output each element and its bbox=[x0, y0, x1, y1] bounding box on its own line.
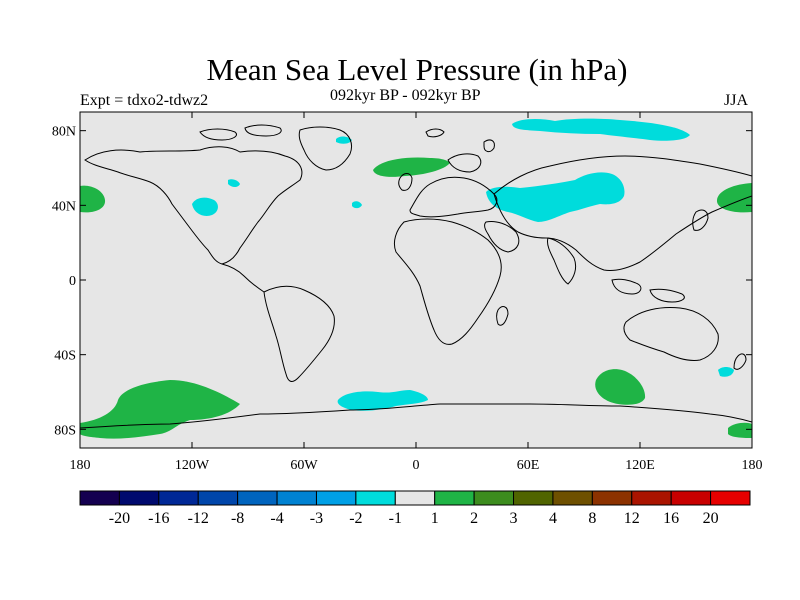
south-pacific-positive bbox=[80, 380, 240, 439]
north-pacific-high-east bbox=[716, 183, 752, 213]
colorbar-box bbox=[631, 490, 672, 506]
arctic-negative bbox=[512, 118, 690, 141]
longitude-axis: 180 120W 60W 0 60E 120E 180 bbox=[70, 112, 763, 473]
north-atlantic-positive bbox=[373, 157, 450, 177]
colorbar: -20 -16 -12 -8 -4 -3 -2 -1 1 2 3 4 8 12 16 20 bbox=[79, 490, 751, 527]
colorbar-box bbox=[276, 490, 317, 506]
latitude-axis: 80N 40N 0 40S 80S bbox=[52, 125, 752, 438]
north-america-negative bbox=[192, 197, 218, 216]
lon-tick-label: 180 bbox=[70, 458, 91, 473]
colorbar-box bbox=[355, 490, 396, 506]
colorbar-label: -4 bbox=[270, 510, 283, 527]
colorbar-box bbox=[473, 490, 515, 506]
north-pacific-high-west bbox=[80, 185, 106, 213]
lon-tick-label: 120E bbox=[625, 458, 655, 473]
colorbar-label: 2 bbox=[470, 510, 478, 527]
colorbar-label: 1 bbox=[431, 510, 439, 527]
colorbar-label: 8 bbox=[588, 510, 596, 527]
lat-tick-label: 40N bbox=[52, 199, 76, 214]
colorbar-box bbox=[237, 490, 278, 506]
colorbar-box bbox=[513, 490, 554, 506]
coastlines bbox=[80, 124, 752, 429]
time-range-label: 092kyr BP - 092kyr BP bbox=[330, 87, 481, 104]
page-title: Mean Sea Level Pressure (in hPa) bbox=[206, 52, 628, 87]
lat-tick-label: 40S bbox=[54, 349, 76, 364]
lon-tick-label: 60W bbox=[290, 458, 318, 473]
colorbar-box bbox=[394, 490, 436, 506]
colorbar-box bbox=[79, 490, 120, 506]
greenland-negative-small bbox=[336, 136, 352, 144]
colorbar-label: 12 bbox=[624, 510, 640, 527]
colorbar-label: 16 bbox=[663, 510, 679, 527]
colorbar-box bbox=[118, 490, 160, 506]
lat-tick-label: 80N bbox=[52, 125, 76, 140]
lat-tick-label: 0 bbox=[69, 274, 76, 289]
colorbar-label: -2 bbox=[349, 510, 362, 527]
lon-tick-label: 60E bbox=[517, 458, 540, 473]
atlantic-negative-small bbox=[352, 201, 362, 209]
colorbar-box bbox=[710, 490, 751, 506]
season-label: JJA bbox=[724, 92, 749, 109]
colorbar-label: 3 bbox=[510, 510, 518, 527]
colorbar-label: -12 bbox=[188, 510, 209, 527]
lon-tick-label: 180 bbox=[742, 458, 763, 473]
southern-indian-positive bbox=[595, 369, 646, 405]
colorbar-label: -8 bbox=[231, 510, 244, 527]
south-atlantic-negative bbox=[337, 390, 428, 411]
colorbar-label: -16 bbox=[148, 510, 169, 527]
colorbar-label: 20 bbox=[703, 510, 719, 527]
colorbar-box bbox=[158, 490, 199, 506]
colorbar-label: -3 bbox=[310, 510, 323, 527]
colorbar-box bbox=[197, 490, 239, 506]
lon-tick-label: 0 bbox=[413, 458, 420, 473]
colorbar-box bbox=[552, 490, 593, 506]
new-zealand-negative bbox=[718, 367, 734, 377]
colorbar-box bbox=[315, 490, 357, 506]
experiment-label: Expt = tdxo2-tdwz2 bbox=[80, 92, 209, 109]
colorbar-label: 4 bbox=[549, 510, 557, 527]
lat-tick-label: 80S bbox=[54, 423, 76, 438]
eurasia-negative bbox=[486, 172, 625, 222]
colorbar-label: -1 bbox=[389, 510, 402, 527]
colorbar-box bbox=[434, 490, 475, 506]
lon-tick-label: 120W bbox=[175, 458, 210, 473]
colorbar-box bbox=[670, 490, 712, 506]
ross-sea-positive bbox=[728, 422, 752, 438]
colorbar-label: -20 bbox=[109, 510, 130, 527]
canada-negative-small bbox=[228, 179, 240, 187]
colorbar-box bbox=[591, 490, 633, 506]
